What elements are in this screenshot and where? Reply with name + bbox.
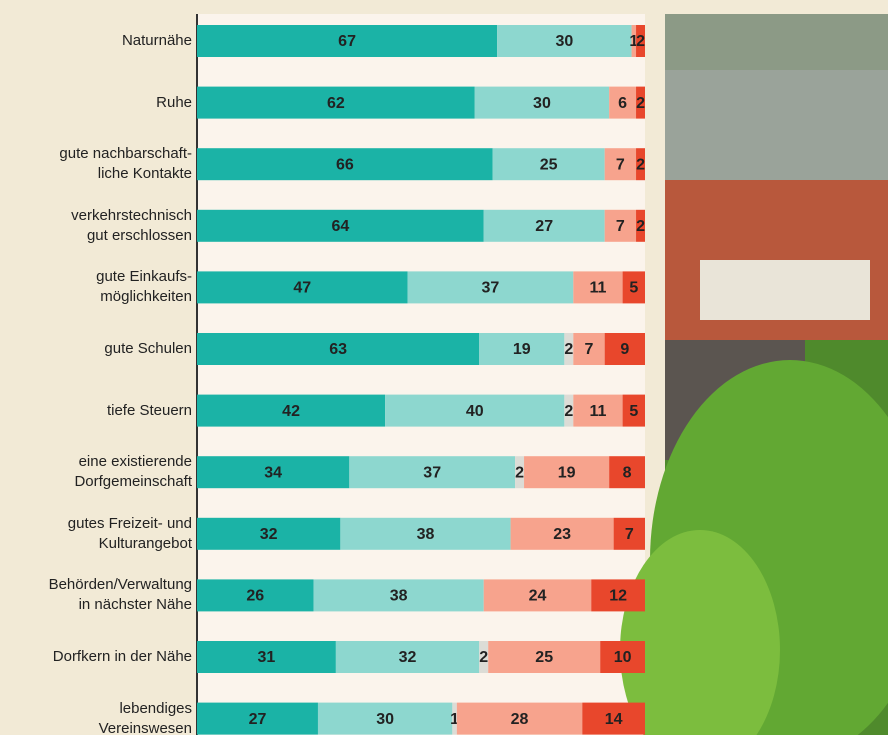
value-label: 12 xyxy=(609,588,627,605)
value-label: 66 xyxy=(336,156,354,173)
value-label: 47 xyxy=(293,280,311,297)
value-label: 27 xyxy=(249,711,267,728)
value-label: 37 xyxy=(423,464,441,481)
value-label: 11 xyxy=(589,403,606,420)
value-label: 37 xyxy=(482,280,500,297)
value-label: 5 xyxy=(629,403,638,420)
value-label: 9 xyxy=(620,341,629,358)
photo xyxy=(620,14,888,735)
value-label: 34 xyxy=(264,464,282,481)
value-label: 10 xyxy=(614,649,632,666)
value-label: 28 xyxy=(511,711,529,728)
value-label: 42 xyxy=(282,403,300,420)
value-label: 62 xyxy=(327,95,345,112)
category-label: eine existierende Dorfgemeinschaft xyxy=(0,452,192,492)
value-label: 30 xyxy=(376,711,394,728)
value-label: 19 xyxy=(513,341,531,358)
value-label: 26 xyxy=(246,588,264,605)
value-label: 7 xyxy=(616,218,625,235)
value-label: 7 xyxy=(585,341,594,358)
plot-area xyxy=(197,14,645,735)
value-label: 30 xyxy=(555,33,573,50)
category-label: Dorfkern in der Nähe xyxy=(0,647,192,667)
value-label: 63 xyxy=(329,341,347,358)
value-label: 14 xyxy=(605,711,623,728)
value-label: 30 xyxy=(533,95,551,112)
category-label: Naturnähe xyxy=(0,31,192,51)
category-label: gute Einkaufs- möglichkeiten xyxy=(0,267,192,307)
value-label: 32 xyxy=(399,649,417,666)
category-label: tiefe Steuern xyxy=(0,401,192,421)
chart: 6730126230626625726427724737115631927942… xyxy=(0,0,888,735)
value-label: 2 xyxy=(636,156,645,173)
value-label: 19 xyxy=(558,464,576,481)
category-label: gute Schulen xyxy=(0,339,192,359)
value-label: 2 xyxy=(564,341,573,358)
value-label: 23 xyxy=(553,526,571,543)
value-label: 64 xyxy=(331,218,349,235)
value-label: 11 xyxy=(589,280,606,297)
value-label: 2 xyxy=(515,464,524,481)
value-label: 5 xyxy=(629,280,638,297)
value-label: 2 xyxy=(636,218,645,235)
category-label: gute nachbarschaft- liche Kontakte xyxy=(0,144,192,184)
value-label: 24 xyxy=(529,588,547,605)
value-label: 2 xyxy=(479,649,488,666)
value-label: 27 xyxy=(535,218,553,235)
value-label: 7 xyxy=(625,526,634,543)
value-label: 38 xyxy=(390,588,408,605)
value-label: 38 xyxy=(417,526,435,543)
value-label: 2 xyxy=(564,403,573,420)
value-label: 32 xyxy=(260,526,278,543)
value-label: 25 xyxy=(535,649,553,666)
value-label: 7 xyxy=(616,156,625,173)
category-label: gutes Freizeit- und Kulturangebot xyxy=(0,514,192,554)
value-label: 40 xyxy=(466,403,484,420)
value-label: 31 xyxy=(258,649,276,666)
value-label: 2 xyxy=(636,33,645,50)
category-label: verkehrstechnisch gut erschlossen xyxy=(0,206,192,246)
value-label: 67 xyxy=(338,33,356,50)
value-label: 8 xyxy=(623,464,632,481)
category-label: lebendiges Vereinswesen xyxy=(0,699,192,735)
value-label: 6 xyxy=(618,95,627,112)
category-label: Behörden/Verwaltung in nächster Nähe xyxy=(0,575,192,615)
value-label: 25 xyxy=(540,156,558,173)
category-label: Ruhe xyxy=(0,93,192,113)
value-label: 2 xyxy=(636,95,645,112)
